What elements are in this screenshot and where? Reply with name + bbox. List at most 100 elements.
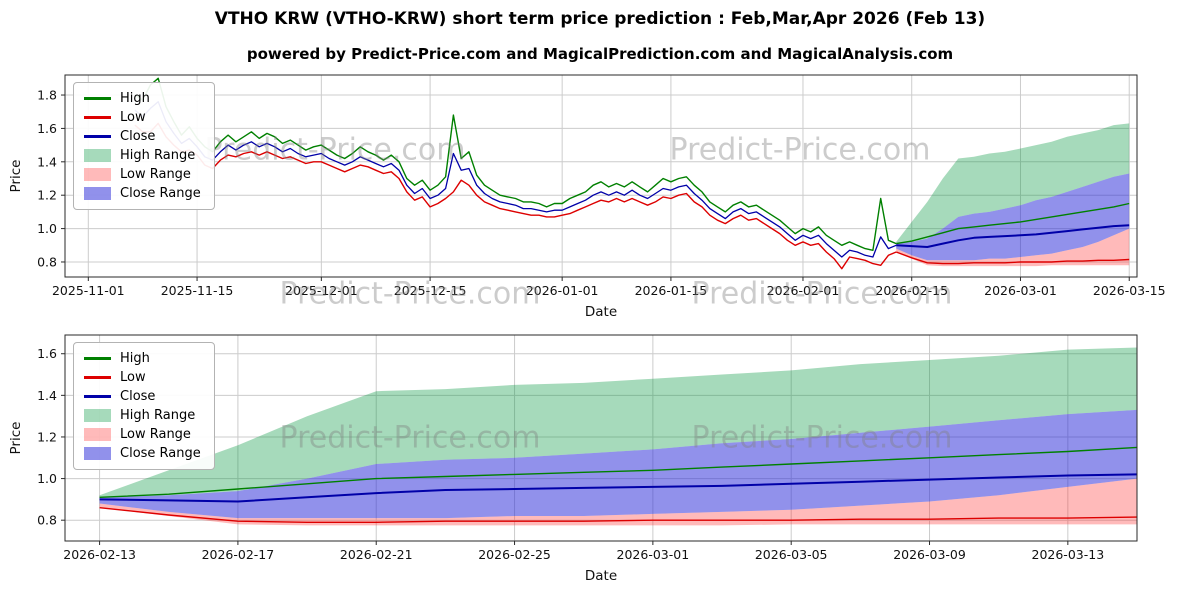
y-tick-label: 1.4 <box>37 388 57 403</box>
x-tick-label: 2026-02-21 <box>340 547 413 562</box>
y-axis-label: Price <box>8 160 24 193</box>
legend-label: Low <box>120 110 146 125</box>
x-tick-label: 2025-11-15 <box>161 283 234 298</box>
forecast-low-line <box>99 507 1138 523</box>
legend-line-swatch <box>84 357 111 360</box>
y-tick-label: 1.6 <box>37 121 57 136</box>
y-tick-label: 1.2 <box>37 429 57 444</box>
legend-item-close: Close <box>84 389 201 404</box>
y-tick-label: 1.2 <box>37 188 57 203</box>
legend-history: High Low Close High Range Low Range Close Ran… <box>73 82 215 210</box>
gridlines <box>65 75 1137 277</box>
legend-label: Low Range <box>120 427 191 442</box>
chart-title: VTHO KRW (VTHO-KRW) short term price pre… <box>214 9 986 29</box>
x-tick-label: 2026-02-25 <box>478 547 551 562</box>
legend-item-close: Close <box>84 129 201 144</box>
panel-forecast-detail: 2026-02-13 2026-02-17 2026-02-21 2026-02-25… <box>8 334 1138 584</box>
legend-label: Close Range <box>120 186 201 201</box>
x-axis-label: Date <box>585 304 617 320</box>
forecast-bands <box>896 123 1130 267</box>
high-range-band <box>99 347 1138 498</box>
series-lines <box>134 77 1130 270</box>
low-range-band <box>99 478 1138 526</box>
history-low-line <box>134 122 897 270</box>
y-tick-label: 1.0 <box>37 471 57 486</box>
legend-line-swatch <box>84 376 111 379</box>
x-tick-label: 2026-03-15 <box>1093 283 1166 298</box>
legend-item-close-range: Close Range <box>84 446 201 461</box>
x-tick-label: 2025-11-01 <box>52 283 125 298</box>
y-tick-label: 1.6 <box>37 346 57 361</box>
y-tick-label: 0.8 <box>37 254 57 269</box>
y-tick-label: 1.0 <box>37 221 57 236</box>
legend-item-high: High <box>84 351 201 366</box>
legend-label: Low <box>120 370 146 385</box>
legend-label: Close <box>120 389 156 404</box>
legend-forecast: High Low Close High Range Low Range Close Ran… <box>73 342 215 470</box>
x-tick-label: 2026-03-01 <box>617 547 690 562</box>
x-axis-label: Date <box>585 568 617 584</box>
x-tick-label: 2025-12-01 <box>285 283 358 298</box>
chart-subtitle: powered by Predict-Price.com and Magical… <box>246 45 954 63</box>
legend-patch-swatch <box>84 447 111 460</box>
y-axis-label: Price <box>8 422 24 455</box>
x-tick-label: 2026-02-15 <box>875 283 948 298</box>
legend-patch-swatch <box>84 149 111 162</box>
forecast-high-line <box>99 446 1138 498</box>
forecast-bands <box>99 347 1138 526</box>
high-range-band <box>896 123 1130 244</box>
legend-line-swatch <box>84 135 111 138</box>
legend-item-low-range: Low Range <box>84 427 201 442</box>
x-tick-label: 2026-03-13 <box>1032 547 1105 562</box>
x-tick-label: 2026-03-05 <box>755 547 828 562</box>
legend-item-low: Low <box>84 370 201 385</box>
legend-patch-swatch <box>84 428 111 441</box>
axis-frame <box>64 334 1138 542</box>
series-lines <box>99 446 1138 523</box>
legend-label: Close Range <box>120 446 201 461</box>
legend-label: High Range <box>120 408 196 423</box>
legend-line-swatch <box>84 116 111 119</box>
forecast-close-line <box>99 473 1138 503</box>
forecast-close-line <box>896 224 1130 248</box>
x-tick-label: 2026-02-17 <box>202 547 275 562</box>
legend-item-high-range: High Range <box>84 148 201 163</box>
x-tick-label: 2026-03-09 <box>893 547 966 562</box>
legend-item-high-range: High Range <box>84 408 201 423</box>
x-tick-label: 2025-12-15 <box>394 283 467 298</box>
legend-label: Low Range <box>120 167 191 182</box>
axis-frame <box>64 74 1138 278</box>
legend-item-close-range: Close Range <box>84 186 201 201</box>
close-range-band <box>99 409 1138 519</box>
x-tick-label: 2026-03-01 <box>984 283 1057 298</box>
legend-label: High Range <box>120 148 196 163</box>
x-tick-label: 2026-02-13 <box>63 547 136 562</box>
x-tick-label: 2026-01-01 <box>526 283 599 298</box>
legend-patch-swatch <box>84 168 111 181</box>
history-high-line <box>134 77 897 252</box>
legend-label: High <box>120 351 150 366</box>
low-range-band <box>896 228 1130 267</box>
y-tick-label: 0.8 <box>37 513 57 528</box>
legend-item-low: Low <box>84 110 201 125</box>
legend-patch-swatch <box>84 409 111 422</box>
legend-label: High <box>120 91 150 106</box>
legend-item-high: High <box>84 91 201 106</box>
history-close-line <box>134 101 897 258</box>
forecast-high-line <box>896 202 1130 245</box>
x-tick-label: 2026-02-01 <box>767 283 840 298</box>
y-tick-label: 1.4 <box>37 154 57 169</box>
panel-history-forecast: 2025-11-01 2025-11-15 2025-12-01 2025-12-15… <box>8 74 1166 320</box>
legend-line-swatch <box>84 97 111 100</box>
close-range-band <box>896 173 1130 261</box>
legend-label: Close <box>120 129 156 144</box>
legend-item-low-range: Low Range <box>84 167 201 182</box>
legend-line-swatch <box>84 395 111 398</box>
forecast-low-line <box>895 251 1130 265</box>
y-tick-label: 1.8 <box>37 88 57 103</box>
axis-ticks-labels: 2025-11-01 2025-11-15 2025-12-01 2025-12-15… <box>8 88 1166 320</box>
axis-ticks-labels: 2026-02-13 2026-02-17 2026-02-21 2026-02-25… <box>8 346 1104 584</box>
x-tick-label: 2026-01-15 <box>635 283 708 298</box>
